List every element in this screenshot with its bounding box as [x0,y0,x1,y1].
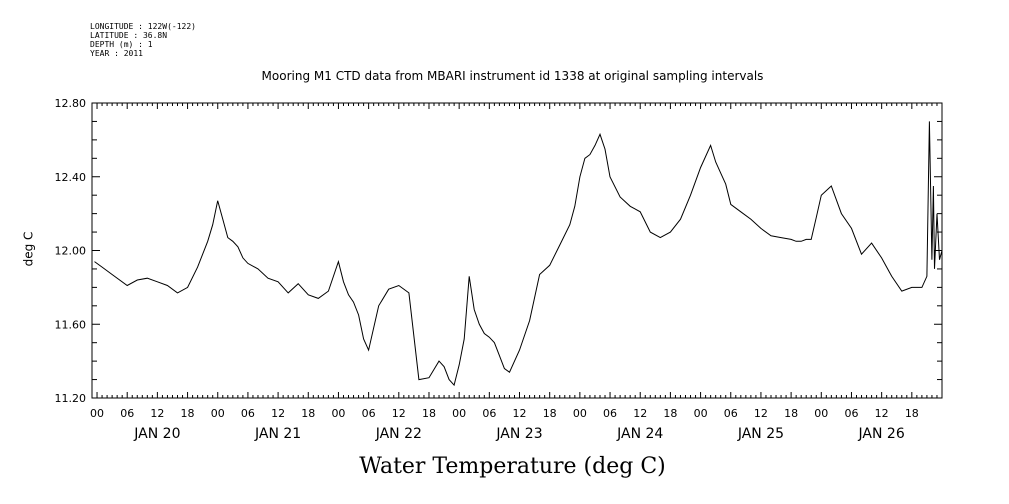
x-tick-label: 06 [724,407,738,420]
day-label: JAN 21 [254,426,301,442]
day-labels: JAN 20 JAN 21 JAN 22 JAN 23 JAN 24 JAN 25 JAN … [133,426,905,442]
x-tick-label: 06 [120,407,134,420]
day-label: JAN 26 [858,426,905,442]
chart-subtitle: Water Temperature (deg C) [359,454,666,479]
x-tick-label: 06 [603,407,617,420]
chart-title: Mooring M1 CTD data from MBARI instrumen… [261,69,764,83]
series-line-water-temperature [94,121,943,387]
depth-label: DEPTH (m) : 1 [90,40,153,49]
x-tick-label: 18 [543,407,557,420]
x-tick-label: 06 [482,407,496,420]
x-tick-label: 00 [90,407,104,420]
x-tick-label: 12 [875,407,889,420]
day-label: JAN 25 [737,426,784,442]
series-group [94,121,943,387]
x-tick-label: 18 [905,407,919,420]
x-tick-label: 12 [754,407,768,420]
y-tick-label: 12.40 [55,171,87,184]
x-tick-label: 00 [211,407,225,420]
plot-border [91,102,943,399]
day-label: JAN 24 [616,426,663,442]
x-tick-label: 06 [241,407,255,420]
x-tick-labels: 00 06 12 18 00 06 12 18 00 06 12 18 00 06 12 18 00 06 12 18… [90,407,919,420]
x-tick-label: 00 [573,407,587,420]
longitude-label: LONGITUDE : 122W(-122) [90,22,196,31]
latitude-label: LATITUDE : 36.8N [90,31,168,40]
x-tick-label: 18 [663,407,677,420]
x-tick-label: 18 [301,407,315,420]
day-label: JAN 20 [133,426,180,442]
x-tick-label: 00 [331,407,345,420]
x-tick-label: 00 [694,407,708,420]
y-tick-label: 11.60 [55,318,87,331]
y-tick-label: 12.00 [55,245,87,258]
x-tick-label: 00 [814,407,828,420]
axis-ticks [92,102,943,399]
x-tick-label: 12 [633,407,647,420]
day-label: JAN 23 [495,426,542,442]
x-tick-label: 06 [362,407,376,420]
x-tick-label: 12 [150,407,164,420]
metadata-block: LONGITUDE : 122W(-122) LATITUDE : 36.8N … [90,22,196,58]
y-tick-label: 12.80 [55,97,87,110]
y-tick-label: 11.20 [55,392,87,405]
x-tick-label: 18 [784,407,798,420]
x-tick-label: 06 [844,407,858,420]
x-tick-label: 00 [452,407,466,420]
plot-frame [91,102,943,399]
y-tick-labels: 11.20 11.60 12.00 12.40 12.80 [55,97,87,405]
x-tick-label: 18 [422,407,436,420]
day-label: JAN 22 [375,426,422,442]
year-label: YEAR : 2011 [90,49,143,58]
x-tick-label: 12 [513,407,527,420]
x-tick-label: 18 [181,407,195,420]
x-tick-label: 12 [271,407,285,420]
x-tick-label: 12 [392,407,406,420]
